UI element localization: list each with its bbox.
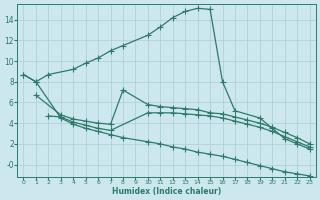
X-axis label: Humidex (Indice chaleur): Humidex (Indice chaleur) [112,187,221,196]
